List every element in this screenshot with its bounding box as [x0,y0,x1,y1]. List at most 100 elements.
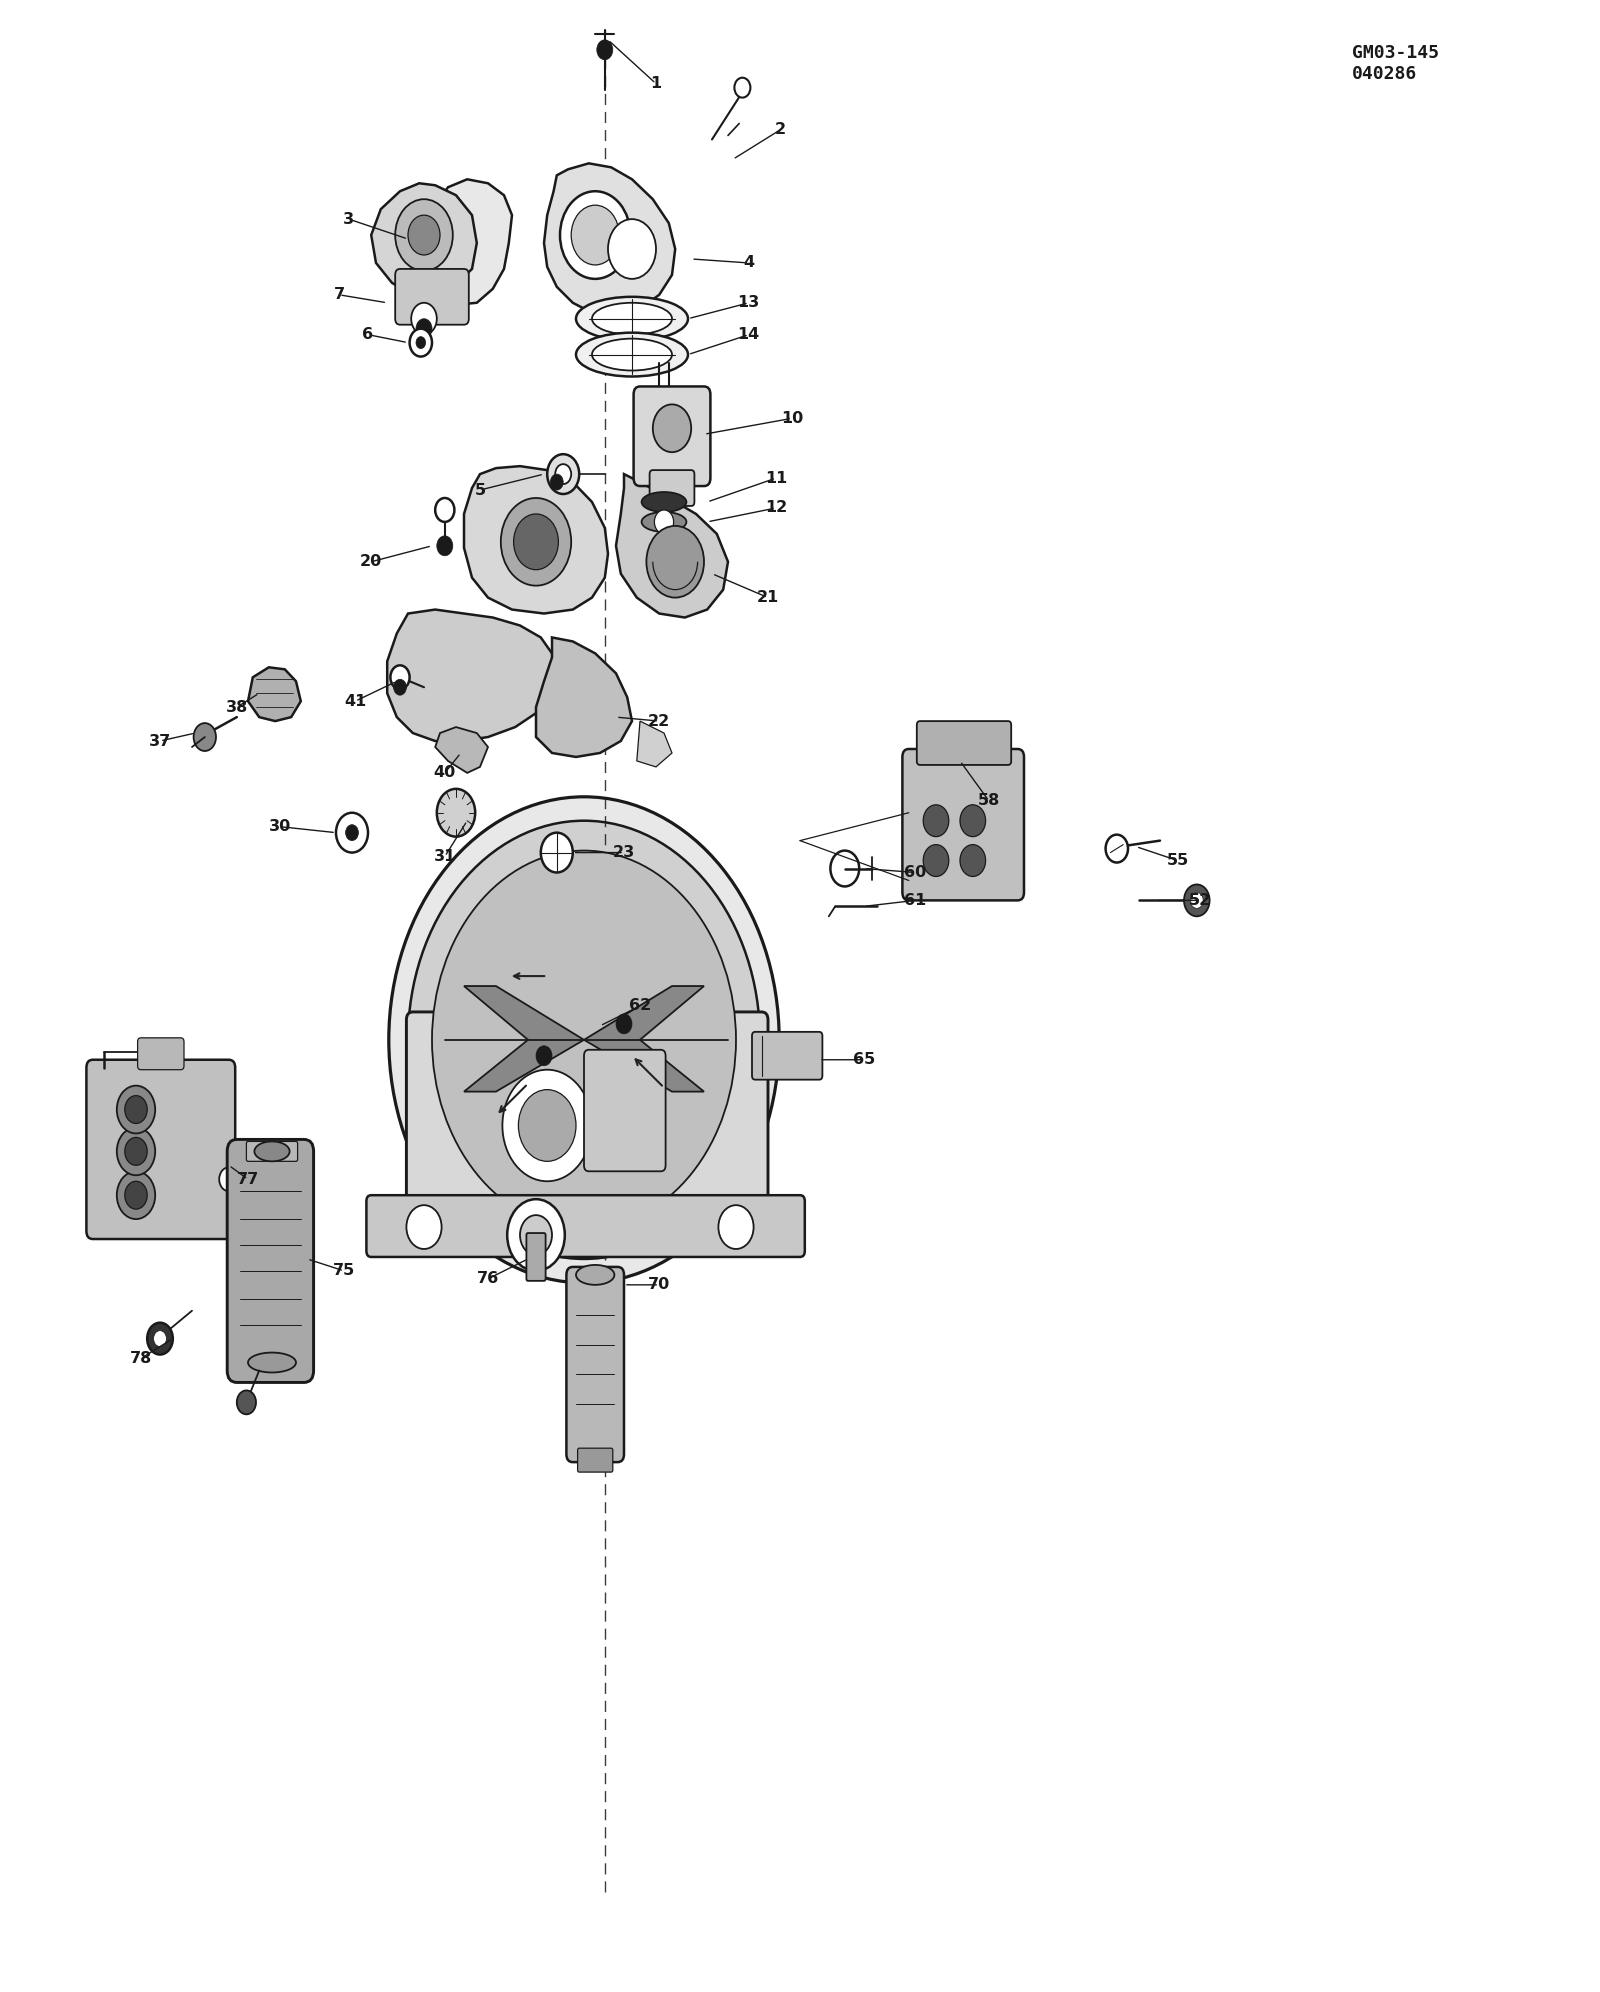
Text: 58: 58 [978,793,1000,809]
FancyBboxPatch shape [86,1060,235,1239]
Text: 55: 55 [1166,853,1189,869]
Text: 21: 21 [757,590,779,606]
FancyBboxPatch shape [650,470,694,506]
FancyBboxPatch shape [584,1050,666,1171]
Circle shape [346,825,358,841]
Circle shape [147,1323,173,1355]
Text: 2: 2 [776,122,786,137]
Text: 10: 10 [781,410,803,426]
Polygon shape [371,183,477,295]
Circle shape [616,1014,632,1034]
Circle shape [125,1181,147,1209]
Text: 77: 77 [237,1171,259,1187]
Text: 31: 31 [434,849,456,865]
Text: 76: 76 [477,1271,499,1287]
Text: 62: 62 [629,998,651,1014]
Circle shape [125,1096,147,1123]
Circle shape [416,337,426,349]
Circle shape [154,1331,166,1347]
FancyBboxPatch shape [526,1233,546,1281]
Text: 14: 14 [738,327,760,343]
Circle shape [547,454,579,494]
Circle shape [560,191,630,279]
FancyBboxPatch shape [246,1141,298,1161]
Text: 5: 5 [475,482,485,498]
FancyBboxPatch shape [366,1195,805,1257]
Circle shape [1106,835,1128,863]
Text: 30: 30 [269,819,291,835]
FancyBboxPatch shape [578,1448,613,1472]
Circle shape [432,851,736,1229]
FancyBboxPatch shape [227,1139,314,1382]
Circle shape [435,498,454,522]
Circle shape [514,514,558,570]
Circle shape [646,526,704,598]
Text: 61: 61 [904,892,926,908]
Polygon shape [637,721,672,767]
Circle shape [597,40,613,60]
Ellipse shape [576,1265,614,1285]
Circle shape [653,404,691,452]
Circle shape [718,1205,754,1249]
Circle shape [536,1046,552,1066]
Polygon shape [464,986,584,1092]
Circle shape [395,199,453,271]
Circle shape [125,1137,147,1165]
Circle shape [555,464,571,484]
Circle shape [117,1127,155,1175]
Circle shape [1184,884,1210,916]
Circle shape [437,789,475,837]
Ellipse shape [642,512,686,532]
Polygon shape [464,466,608,614]
Text: 38: 38 [226,699,248,715]
Ellipse shape [642,492,686,512]
Circle shape [389,797,779,1283]
Circle shape [518,1090,576,1161]
Circle shape [501,498,571,586]
Text: 3: 3 [344,211,354,227]
Circle shape [219,1167,238,1191]
Circle shape [571,205,619,265]
Text: 6: 6 [363,327,373,343]
Polygon shape [248,667,301,721]
Circle shape [117,1171,155,1219]
Circle shape [394,679,406,695]
Circle shape [502,1070,592,1181]
Text: 7: 7 [334,287,344,303]
Circle shape [437,536,453,556]
Circle shape [390,665,410,689]
Text: 12: 12 [765,500,787,516]
Text: 20: 20 [360,554,382,570]
Text: 11: 11 [765,470,787,486]
Text: 70: 70 [648,1277,670,1293]
FancyBboxPatch shape [406,1012,768,1223]
Circle shape [410,329,432,357]
Polygon shape [536,637,632,757]
Polygon shape [544,163,675,315]
Text: 13: 13 [738,295,760,311]
Text: GM03-145
040286: GM03-145 040286 [1352,44,1438,82]
Circle shape [194,723,216,751]
Circle shape [608,219,656,279]
Circle shape [411,303,437,335]
FancyBboxPatch shape [395,269,469,325]
Polygon shape [413,179,512,305]
Ellipse shape [254,1141,290,1161]
Circle shape [336,813,368,853]
Ellipse shape [248,1353,296,1372]
Circle shape [406,1205,442,1249]
Circle shape [960,805,986,837]
Circle shape [408,215,440,255]
FancyBboxPatch shape [902,749,1024,900]
Ellipse shape [576,333,688,376]
Text: 78: 78 [130,1351,152,1367]
Text: 75: 75 [333,1263,355,1279]
Text: 52: 52 [1189,892,1211,908]
Circle shape [550,474,563,490]
Circle shape [416,319,432,339]
Text: 23: 23 [613,845,635,861]
Circle shape [923,845,949,876]
Ellipse shape [592,339,672,371]
Circle shape [923,805,949,837]
Text: 60: 60 [904,865,926,880]
